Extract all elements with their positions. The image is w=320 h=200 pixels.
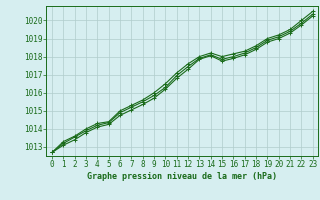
X-axis label: Graphe pression niveau de la mer (hPa): Graphe pression niveau de la mer (hPa) — [87, 172, 277, 181]
